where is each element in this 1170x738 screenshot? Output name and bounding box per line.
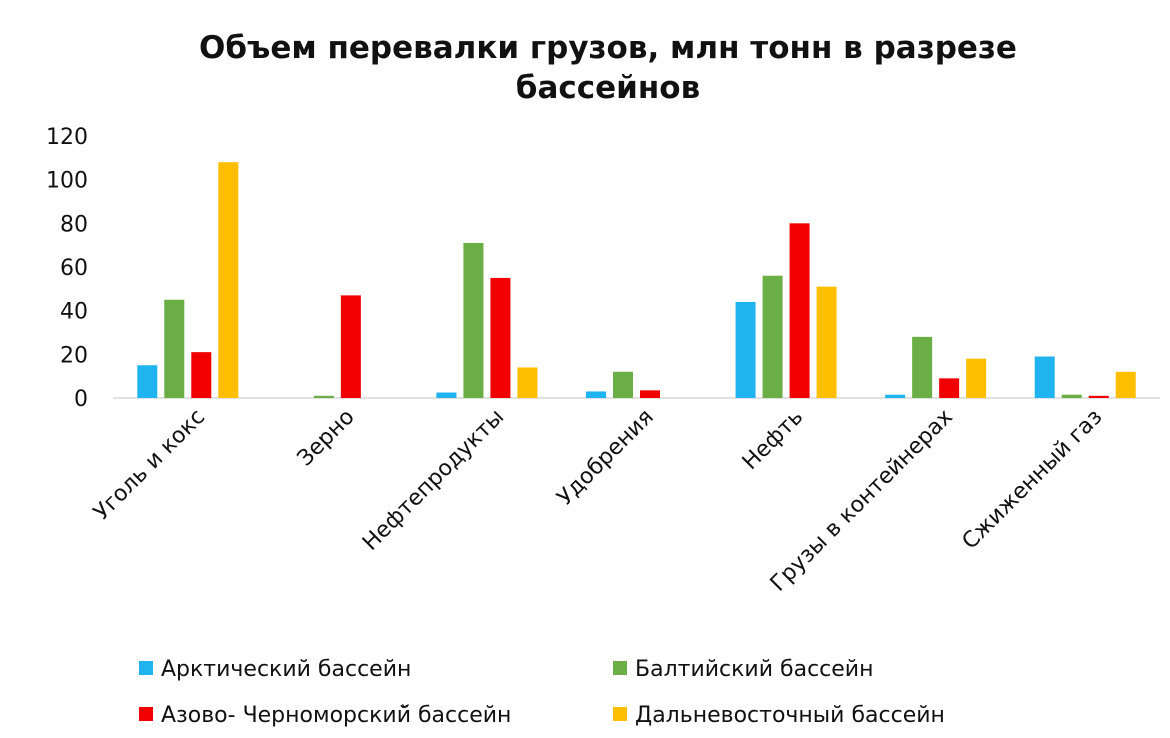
x-category-label: Уголь и кокс	[89, 405, 210, 526]
bar	[789, 223, 810, 398]
bar	[490, 277, 511, 398]
legend-swatch	[139, 661, 153, 675]
bar	[463, 242, 484, 398]
bar	[1061, 394, 1082, 398]
x-category-label: Нефть	[738, 405, 808, 475]
x-category-label: Удобрения	[553, 405, 659, 511]
y-tick-label: 20	[60, 343, 88, 368]
legend-swatch	[613, 707, 627, 721]
bar	[191, 352, 212, 398]
bars	[137, 162, 1136, 398]
bar	[762, 275, 783, 398]
chart-title: Объем перевалки грузов, млн тонн в разре…	[199, 30, 1017, 106]
y-tick-label: 120	[46, 125, 88, 150]
bar	[816, 286, 837, 398]
y-tick-label: 60	[60, 256, 88, 281]
y-tick-label: 80	[60, 212, 88, 237]
bar	[1034, 356, 1055, 398]
bar	[436, 392, 457, 398]
bar	[313, 395, 334, 398]
y-tick-label: 100	[46, 169, 88, 194]
bar	[1088, 395, 1109, 398]
bar	[164, 299, 185, 398]
bar	[613, 371, 633, 398]
bar	[939, 378, 960, 398]
x-category-label: Нефтепродукты	[358, 405, 509, 556]
legend-label: Арктический бассейн	[161, 657, 411, 682]
legend-label: Азово- Черноморский̆ бассейн	[161, 703, 511, 728]
bar	[640, 390, 660, 398]
y-tick-label: 40	[60, 300, 88, 325]
bar	[885, 394, 906, 398]
bar	[340, 295, 361, 398]
y-tick-label: 0	[74, 387, 88, 412]
x-category-label: Зерно	[293, 405, 360, 472]
chart-title-line-1: Объем перевалки грузов, млн тонн в разре…	[199, 30, 1017, 66]
bar	[218, 162, 239, 398]
chart-title-line-2: бассейнов	[516, 70, 700, 106]
bar	[517, 367, 538, 398]
y-axis: 0 20 40 60 80 100 120	[46, 125, 88, 412]
bar	[586, 391, 606, 398]
bar	[912, 336, 933, 398]
bar	[735, 301, 756, 398]
x-category-label: Сжиженный газ	[958, 405, 1108, 555]
legend-swatch	[613, 661, 627, 675]
bar	[966, 358, 987, 398]
legend-label: Дальневосточный бассейн	[635, 703, 945, 728]
bar	[137, 365, 158, 398]
legend: Арктический бассейн Балтийский бассейн Азо…	[139, 657, 945, 728]
legend-swatch	[139, 707, 153, 721]
bar	[1115, 371, 1136, 398]
legend-label: Балтийский бассейн	[635, 657, 873, 682]
